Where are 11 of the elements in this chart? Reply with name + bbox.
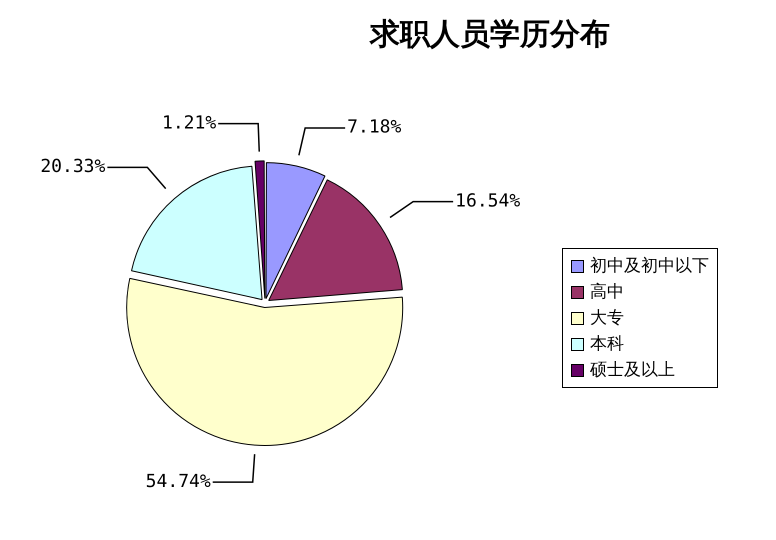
data-label: 20.33% <box>40 156 106 178</box>
data-label: 54.74% <box>146 470 211 492</box>
data-label: 16.54% <box>455 190 520 212</box>
legend-label: 硕士及以上 <box>590 359 675 382</box>
legend-label: 大专 <box>590 307 624 330</box>
data-label: 7.18% <box>347 116 402 138</box>
legend-label: 本科 <box>590 333 624 356</box>
data-label: 1.21% <box>162 112 216 134</box>
legend-label: 初中及初中以下 <box>590 255 709 278</box>
legend-label: 高中 <box>590 281 624 304</box>
chart-title: 求职人员学历分布 <box>368 16 611 54</box>
